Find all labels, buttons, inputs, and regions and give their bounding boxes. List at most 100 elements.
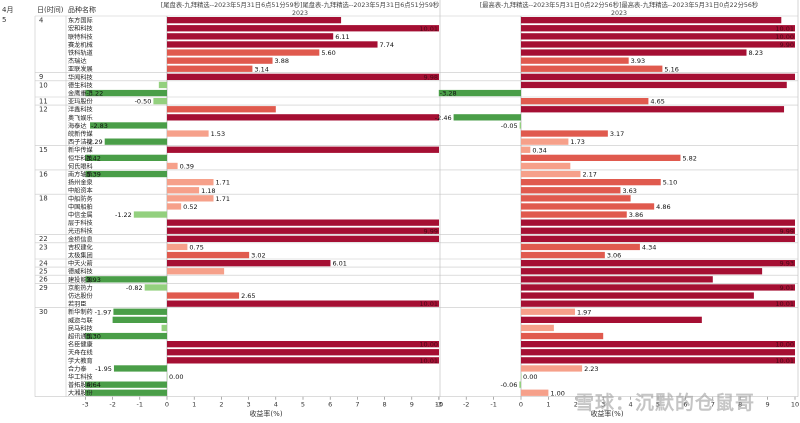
x-tick-label: 7 — [355, 401, 359, 409]
close-bar — [167, 373, 168, 380]
stock-name-label: 普拓股份 — [68, 381, 94, 389]
header-name: 品种名称 — [68, 5, 96, 14]
watermark: 雪球：沉默的仓鼠哥 — [575, 392, 756, 414]
stock-name-label: 京能热力 — [68, 284, 93, 292]
high-bar — [521, 98, 649, 105]
high-value-label: 5.10 — [663, 179, 677, 187]
high-bar — [521, 81, 787, 89]
stock-name-label: 杰瑞达 — [68, 57, 87, 65]
close-value-label: 3.30 — [86, 333, 100, 341]
close-bar — [85, 276, 167, 283]
close-bar — [90, 122, 167, 129]
high-value-label: 10.01 — [775, 25, 794, 33]
high-value-label: 3.63 — [622, 187, 636, 195]
close-bar — [167, 146, 439, 153]
stock-name-label: 名臣健康 — [68, 341, 93, 349]
close-value-label: 1.18 — [201, 187, 215, 195]
high-bar — [521, 373, 522, 380]
close-value-label: 7.74 — [380, 41, 394, 49]
close-bar — [167, 203, 182, 210]
high-value-label: 9.01 — [780, 284, 794, 292]
close-bar — [167, 349, 439, 356]
close-value-label: 4.64 — [86, 381, 100, 389]
stock-name-label: 西子洁能 — [68, 138, 93, 146]
close-value-label: 10.01 — [419, 357, 438, 365]
high-value-label: 4.65 — [650, 98, 664, 106]
stock-name-label: 联特科技 — [68, 33, 93, 41]
high-value-label: 1.73 — [570, 138, 584, 146]
stock-name-label: 德生科技 — [68, 81, 93, 89]
close-value-label: 9.98 — [424, 73, 438, 81]
high-value-label: -0.05 — [501, 122, 518, 130]
grid-layer — [34, 0, 799, 400]
close-bar — [167, 162, 178, 170]
day-label: 22 — [39, 235, 48, 243]
stock-name-label: 东方国际 — [68, 17, 93, 25]
close-value-label: 6.11 — [335, 33, 349, 41]
high-bar — [521, 243, 640, 251]
stock-name-label: 中船资本 — [68, 187, 93, 195]
high-value-label: 3.06 — [607, 252, 621, 260]
high-value-label: 5.16 — [664, 65, 678, 73]
high-bar — [521, 146, 531, 153]
stock-name-label: 华工科技 — [68, 373, 93, 381]
high-value-label: 0.00 — [523, 373, 537, 381]
close-bar — [167, 227, 439, 234]
x-tick-label: 4 — [629, 401, 633, 409]
close-value-label: 10.01 — [419, 300, 438, 308]
close-value-label: -2.29 — [86, 138, 103, 146]
high-bar — [521, 211, 627, 218]
close-bar — [112, 316, 167, 323]
stock-name-label: 中信金属 — [68, 211, 93, 219]
high-bar — [521, 227, 795, 234]
stock-name-label: 大湘股份 — [68, 389, 94, 397]
x-tick-label: 0 — [519, 401, 523, 409]
high-bar — [521, 365, 583, 372]
high-value-label: 8.23 — [749, 49, 763, 57]
close-bar — [85, 389, 167, 396]
x-tick-label: 2 — [574, 401, 578, 409]
high-value-label: -0.06 — [501, 381, 518, 389]
stock-name-label: 皖新传媒 — [68, 130, 94, 138]
day-label: 9 — [39, 73, 43, 81]
high-bar — [521, 203, 655, 210]
high-bar — [521, 341, 795, 348]
x-tick-label: 8 — [738, 401, 742, 409]
close-value-label: -1.22 — [115, 211, 132, 219]
high-bar — [521, 73, 795, 80]
x-tick-label: 9 — [766, 401, 770, 409]
high-bar — [521, 25, 795, 32]
stock-name-label: 华闻科技 — [68, 73, 93, 81]
stock-name-label: 南方轴承 — [68, 171, 93, 179]
close-value-label: 5.39 — [86, 171, 100, 179]
close-value-label: 3.14 — [254, 65, 268, 73]
close-value-label: -2.83 — [91, 122, 108, 130]
x-tick-label: -1 — [137, 401, 143, 409]
high-value-label: 10.01 — [775, 300, 794, 308]
stock-name-label: 中船防务 — [68, 195, 93, 203]
close-value-label: 0.00 — [169, 373, 183, 381]
stock-name-label: 亚玛股份 — [68, 98, 94, 106]
day-label: 26 — [39, 276, 48, 284]
right-panel-title: [最高表-九拜精选--2023年5月31日0点22分56秒]最高表-九拜精选--… — [480, 0, 759, 9]
stock-name-label: 吉权建化 — [68, 243, 93, 251]
close-value-label: 10.01 — [419, 25, 438, 33]
close-value-label: 3.02 — [251, 252, 265, 260]
header-day: 日(时间) — [37, 5, 64, 14]
close-bar — [167, 33, 334, 40]
close-bar — [167, 49, 320, 56]
close-value-label: 1.71 — [216, 179, 230, 187]
close-value-label: 3.88 — [275, 57, 289, 65]
x-tick-label: 4 — [274, 401, 278, 409]
x-tick-label: -3 — [82, 401, 88, 409]
high-bar — [521, 300, 795, 307]
high-value-label: 9.90 — [780, 41, 794, 49]
close-bar — [167, 114, 439, 121]
x-tick-label: 6 — [328, 401, 332, 409]
close-bar — [167, 179, 214, 186]
high-value-label: 10.00 — [775, 33, 794, 41]
high-bar — [521, 106, 785, 113]
stock-name-label: 奥飞娱乐 — [68, 114, 93, 122]
close-bar — [133, 211, 167, 218]
